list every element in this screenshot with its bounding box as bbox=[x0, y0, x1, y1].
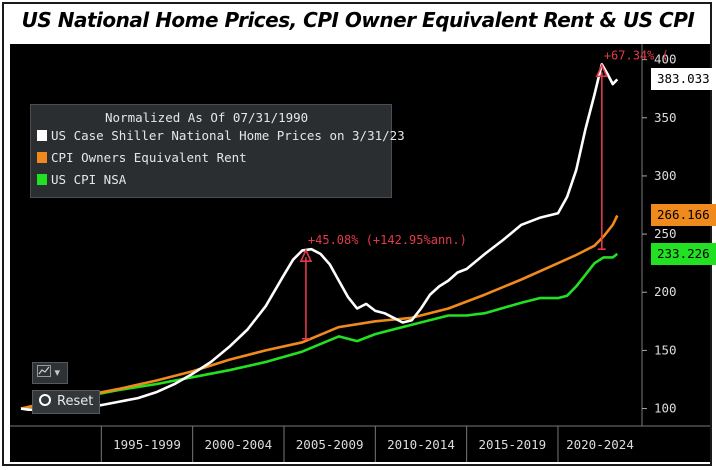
x-tick-label-2000-2004: 2000-2004 bbox=[204, 437, 272, 452]
radio-icon bbox=[39, 394, 51, 406]
legend-heading: Normalized As Of 07/31/1990 bbox=[105, 110, 309, 125]
y-tick-label-300: 300 bbox=[654, 168, 677, 183]
series-line-us-case-shiller-national-home-prices-on-3-31-23 bbox=[20, 62, 619, 412]
x-tick-label-2020-2024: 2020-2024 bbox=[566, 437, 634, 452]
x-tick-label-1995-1999: 1995-1999 bbox=[113, 437, 181, 452]
chart-type-button[interactable]: ▾ bbox=[32, 362, 68, 384]
legend-item-home-prices: US Case Shiller National Home Prices on … bbox=[37, 128, 405, 143]
legend-item-owners-rent: CPI Owners Equivalent Rent bbox=[37, 150, 247, 165]
annotation-arrowhead-1 bbox=[595, 63, 609, 78]
legend-swatch-owners-rent bbox=[37, 152, 47, 163]
legend-swatch-home-prices bbox=[37, 130, 47, 141]
line-chart-icon bbox=[37, 365, 51, 377]
chart-svg: 100 150 200 250 300 350 400 1995-1999 2000-2004 2… bbox=[10, 44, 710, 462]
end-value-label-us-case-shiller-national-home-prices-on-3-31-23: 383.033 bbox=[651, 68, 716, 91]
legend-label-home-prices: US Case Shiller National Home Prices on … bbox=[51, 128, 405, 143]
legend: Normalized As Of 07/31/1990 US Case Shil… bbox=[30, 104, 405, 198]
end-value-label-us-cpi-nsa: 233.226 bbox=[651, 242, 716, 265]
legend-swatch-cpi bbox=[37, 174, 47, 185]
chevron-down-icon: ▾ bbox=[54, 366, 61, 379]
y-tick-label-100: 100 bbox=[654, 401, 677, 416]
annotation-label-1: +67.34% ( bbox=[604, 48, 669, 62]
legend-item-cpi: US CPI NSA bbox=[37, 172, 126, 187]
x-tick-label-2015-2019: 2015-2019 bbox=[478, 437, 546, 452]
x-tick-label-2010-2014: 2010-2014 bbox=[387, 437, 455, 452]
end-value-label-cpi-owners-equivalent-rent: 266.166 bbox=[651, 204, 716, 227]
legend-label-owners-rent: CPI Owners Equivalent Rent bbox=[51, 150, 247, 165]
legend-label-cpi: US CPI NSA bbox=[51, 172, 127, 187]
reset-button[interactable]: Reset bbox=[32, 390, 100, 414]
annotation-arrowhead-0 bbox=[299, 248, 313, 263]
y-tick-label-350: 350 bbox=[654, 110, 677, 125]
series-line-cpi-owners-equivalent-rent bbox=[20, 214, 619, 410]
plot-area: 100 150 200 250 300 350 400 1995-1999 2000-2004 2… bbox=[10, 44, 716, 462]
chart-title: US National Home Prices, CPI Owner Equiv… bbox=[21, 8, 695, 32]
y-tick-label-250: 250 bbox=[654, 226, 677, 241]
y-tick-label-150: 150 bbox=[654, 342, 677, 357]
y-tick-label-200: 200 bbox=[654, 284, 677, 299]
reset-label: Reset bbox=[57, 394, 94, 409]
y-tick-label-400: 400 bbox=[654, 52, 677, 67]
series-line-us-cpi-nsa bbox=[20, 252, 619, 410]
x-tick-label-2005-2009: 2005-2009 bbox=[296, 437, 364, 452]
annotation-label-0: +45.08% (+142.95%ann.) bbox=[308, 233, 467, 247]
